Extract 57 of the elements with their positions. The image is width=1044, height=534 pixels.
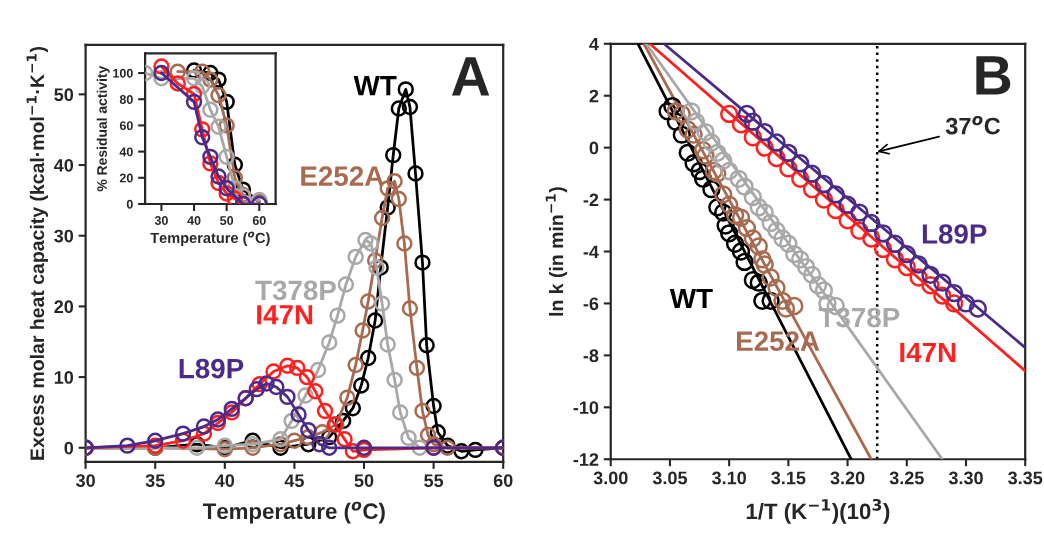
chart-title: A (451, 57, 490, 96)
x-axis-title: Temperature ($^{o}$C) (202, 501, 385, 524)
x-tick-label: 3.10 (712, 471, 746, 485)
y-tick-label: 80 (119, 95, 133, 104)
x-tick-label: 60 (493, 474, 513, 487)
y-tick-label: 60 (119, 121, 133, 131)
y-tick-label: 40 (119, 147, 133, 157)
x-tick-label: 3.00 (593, 471, 628, 485)
x-tick-label: 50 (220, 216, 234, 225)
x-tick-label: 30 (75, 474, 95, 487)
x-tick-label: 3.30 (948, 471, 983, 485)
x-axis-title: Temperature ($^{o}$C) (150, 231, 270, 246)
y-tick-label: 20 (54, 300, 74, 314)
y-tick-label: -10 (573, 401, 599, 415)
ref-line-label: 37$^{o}$C (945, 115, 1001, 135)
series-label: T378P (255, 280, 336, 301)
x-tick-label: 60 (252, 216, 266, 225)
x-tick-label: 45 (284, 474, 304, 487)
y-axis-title: % Residual activity (96, 65, 110, 192)
series-label: L89P (179, 358, 244, 379)
y-tick-label: 30 (54, 229, 74, 243)
y-tick-label: 0 (126, 199, 133, 209)
x-tick-label: 40 (187, 216, 201, 225)
x-tick-label: 35 (145, 474, 165, 487)
y-axis-title: Excess molar heat capacity (kcal·mol$^{−1}$·K$^{−1}$) (26, 46, 48, 460)
y-tick-label: 50 (54, 88, 74, 102)
x-tick-label: 3.05 (652, 471, 688, 485)
y-tick-label: -2 (583, 193, 599, 207)
series-label: I47N (900, 342, 956, 363)
y-tick-label: -6 (583, 297, 599, 311)
x-tick-label: 50 (354, 474, 374, 487)
x-tick-label: 3.15 (771, 471, 806, 485)
y-tick-label: -12 (573, 453, 599, 466)
y-tick-label: 100 (113, 68, 133, 78)
x-tick-label: 40 (215, 474, 235, 487)
y-axis-title: ln k (in min$^{−1}$) (545, 187, 568, 316)
y-tick-label: 20 (119, 173, 133, 183)
y-tick-label: 2 (589, 89, 599, 103)
y-tick-label: 0 (64, 441, 74, 455)
legend-label: E252A (301, 166, 384, 186)
series-label: I47N (257, 305, 313, 325)
y-tick-label: -8 (583, 349, 599, 363)
x-tick-label: 3.35 (1008, 471, 1043, 485)
series-label: WT (353, 76, 397, 96)
x-axis-title: 1/T (K$^{−1}$)(10$^{3}$) (746, 498, 890, 524)
y-tick-label: 4 (589, 37, 599, 51)
y-tick-label: -4 (583, 245, 599, 259)
y-tick-label: 40 (53, 158, 74, 172)
x-tick-label: 3.25 (889, 471, 924, 485)
x-tick-label: 30 (154, 216, 168, 225)
x-tick-label: 3.20 (830, 471, 865, 485)
chart-title: B (976, 56, 1011, 95)
series-label: L89P (922, 224, 987, 244)
series-label: WT (669, 288, 713, 309)
y-tick-label: 0 (589, 141, 599, 155)
y-tick-label: 10 (54, 371, 74, 384)
x-tick-label: 55 (424, 474, 444, 487)
